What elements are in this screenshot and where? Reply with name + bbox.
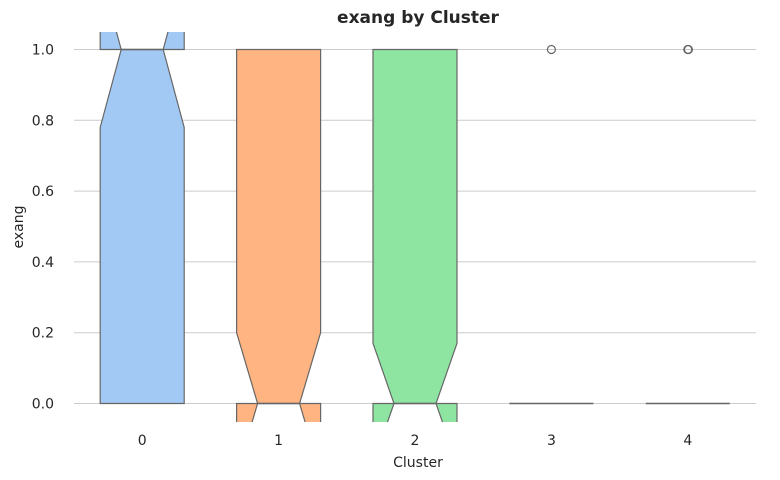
x-tick-label: 0 [138, 433, 147, 449]
box-cluster-1 [236, 48, 322, 422]
box-cluster-0 [99, 32, 185, 405]
outlier-point [683, 44, 694, 55]
box-cluster-4 [645, 44, 730, 405]
x-tick-label: 4 [683, 433, 692, 449]
y-tick-label: 0.6 [32, 184, 54, 200]
x-tick-label: 2 [411, 433, 420, 449]
x-axis-ticks: 0 1 2 3 4 [138, 433, 693, 449]
y-tick-label: 1.0 [32, 43, 54, 59]
box-cluster-2 [372, 48, 458, 422]
y-tick-label: 0.0 [32, 397, 54, 413]
x-tick-label: 3 [547, 433, 556, 449]
box-body [236, 48, 322, 422]
boxes [99, 32, 730, 422]
box-body [372, 48, 458, 422]
x-axis-label: Cluster [393, 455, 443, 471]
y-tick-label: 0.4 [32, 255, 54, 271]
y-tick-label: 0.8 [32, 113, 54, 129]
outlier-point [546, 44, 557, 55]
x-tick-label: 1 [274, 433, 283, 449]
box-body [99, 32, 185, 405]
y-axis-ticks: 0.0 0.2 0.4 0.6 0.8 1.0 [32, 43, 54, 413]
box-cluster-3 [509, 44, 594, 405]
y-axis-label: exang [11, 206, 27, 249]
chart-title: exang by Cluster [337, 8, 500, 28]
y-tick-label: 0.2 [32, 326, 54, 342]
